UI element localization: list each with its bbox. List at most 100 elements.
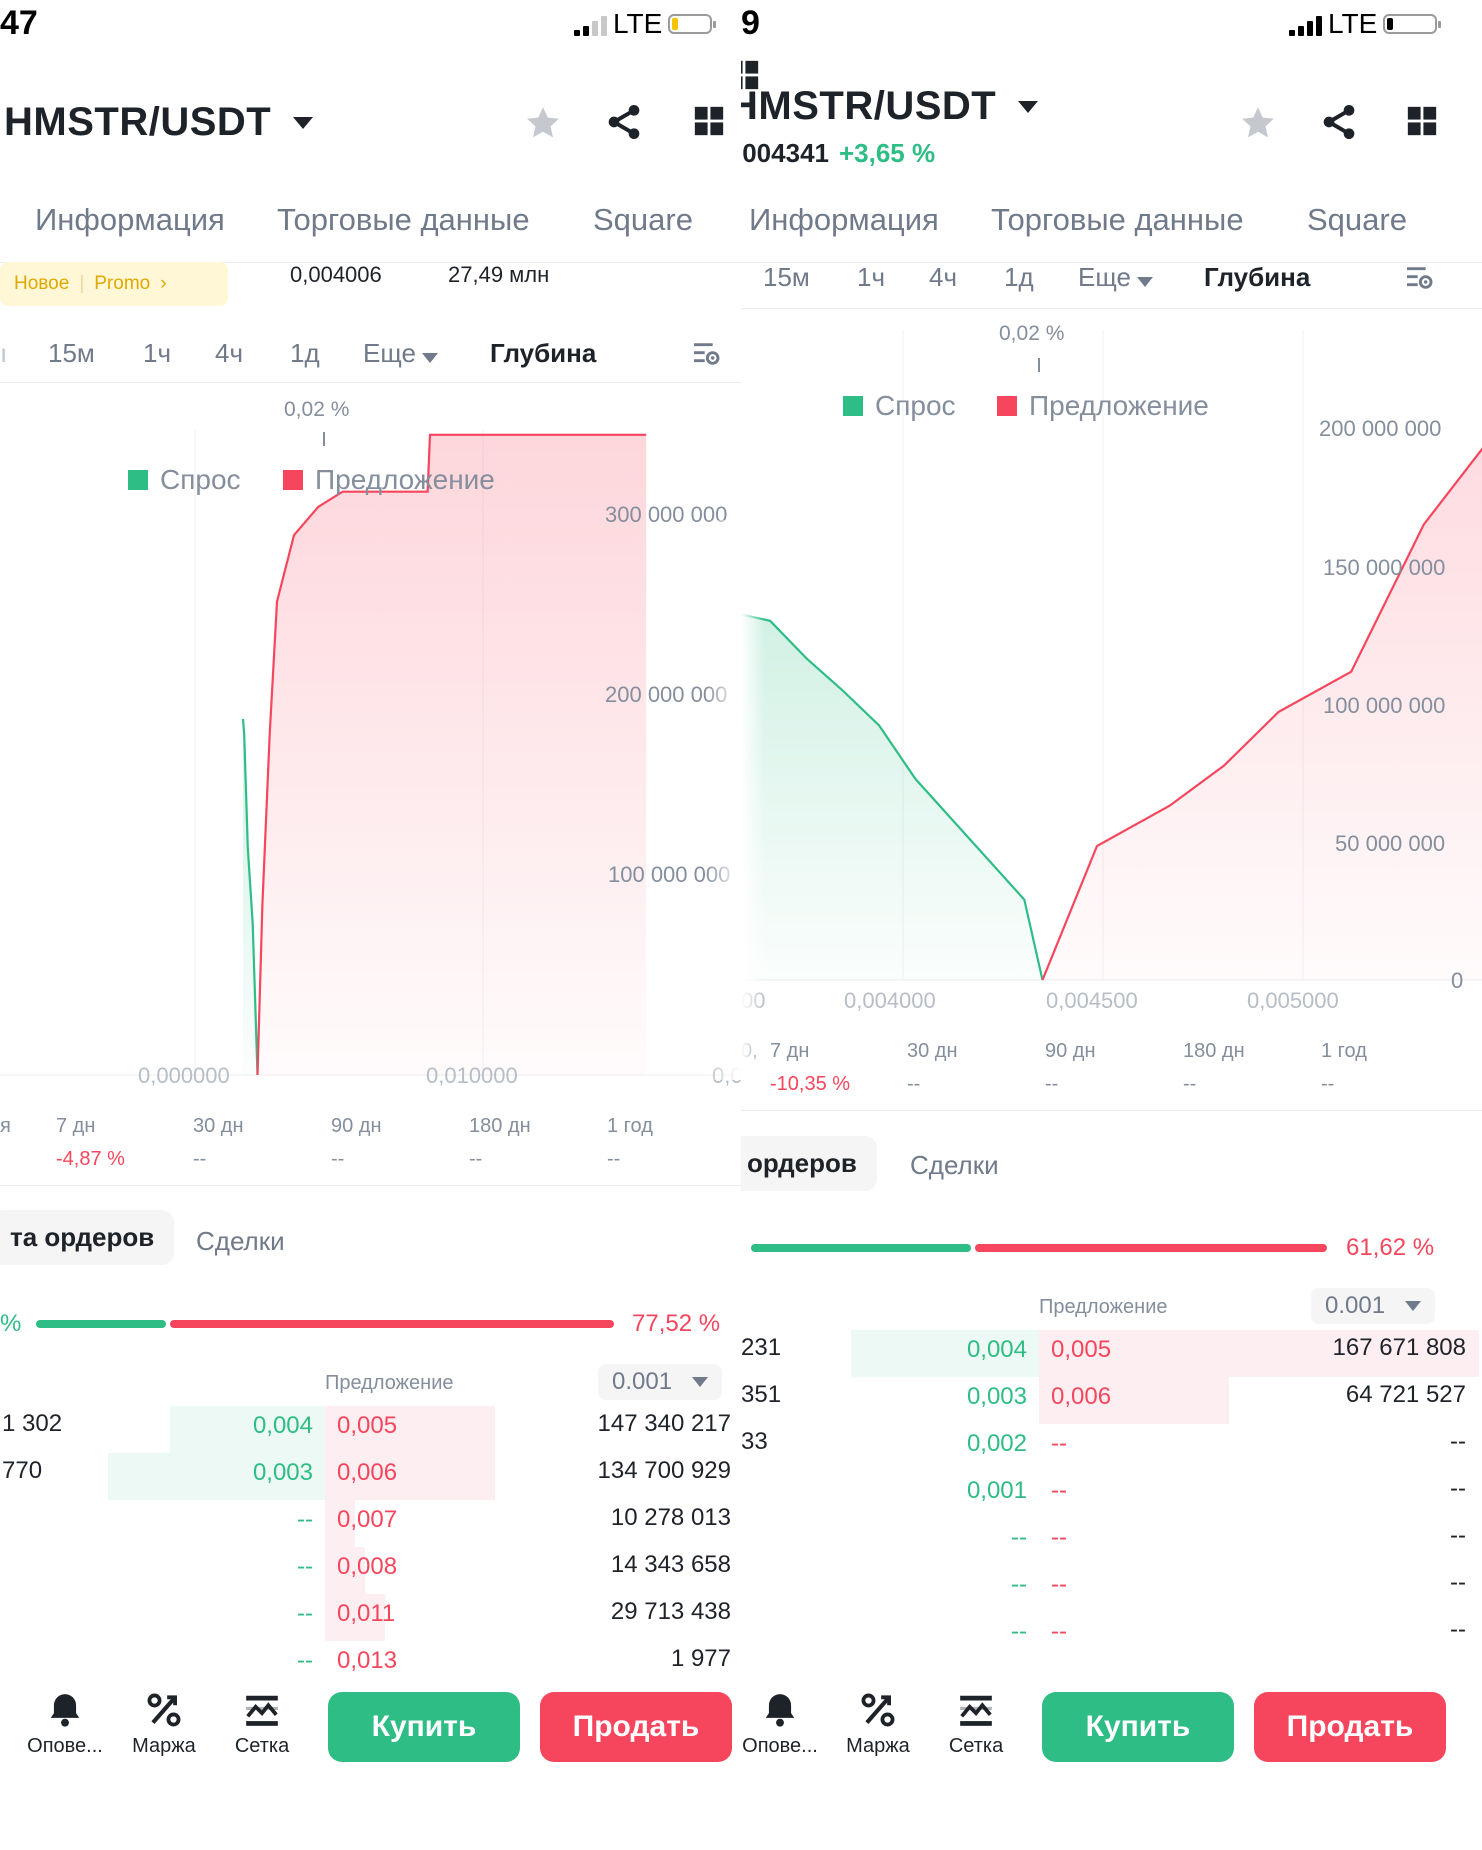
bid-ratio-bar xyxy=(36,1320,166,1328)
tab-info[interactable]: Информация xyxy=(749,202,939,237)
sell-button[interactable]: Продать xyxy=(1254,1692,1446,1762)
pair-selector[interactable]: HMSTR/USDT xyxy=(741,84,1039,129)
perf-label: 30 дн xyxy=(907,1040,958,1062)
orderbook-row[interactable]: -- -- -- xyxy=(741,1612,1482,1659)
buy-button[interactable]: Купить xyxy=(328,1692,520,1762)
ask-price: -- xyxy=(1051,1477,1067,1504)
bid-depth-bar xyxy=(851,1330,1039,1377)
legend-demand: Спрос xyxy=(843,390,956,422)
star-icon[interactable] xyxy=(524,104,562,147)
perf-label: 180 дн xyxy=(469,1115,531,1137)
promo-label: Promo xyxy=(94,273,151,294)
orderbook-row[interactable]: -- 0,013 1 977 xyxy=(0,1641,741,1688)
tab-square[interactable]: Square xyxy=(593,202,693,237)
bid-price: -- xyxy=(297,1647,313,1674)
nav-label: Опове... xyxy=(742,1735,818,1757)
x-tick-label: 0,004500 xyxy=(1046,988,1138,1013)
nav-grid[interactable]: Сетка xyxy=(212,1690,312,1758)
perf-value: -- xyxy=(1321,1073,1335,1095)
ask-price: 0,008 xyxy=(337,1553,398,1580)
bid-price: -- xyxy=(297,1506,313,1533)
tab-trades[interactable]: Сделки xyxy=(196,1226,285,1256)
last-price: ,004341 +3,65 % xyxy=(741,138,935,169)
nav-margin[interactable]: Маржа xyxy=(828,1690,928,1758)
nav-grid[interactable]: Сетка xyxy=(926,1690,1026,1758)
grid-menu-icon[interactable] xyxy=(692,104,726,143)
precision-value: 0.001 xyxy=(1325,1292,1386,1319)
tf-15m[interactable]: 15м xyxy=(763,262,810,292)
status-indicators: LTE xyxy=(1289,8,1442,40)
status-time: 9 xyxy=(741,4,760,42)
seam-fade xyxy=(705,520,765,1080)
bid-ratio-percent: % xyxy=(0,1310,22,1337)
tf-more[interactable]: Еще xyxy=(363,338,438,369)
tab-square[interactable]: Square xyxy=(1307,202,1407,237)
demand-area xyxy=(741,614,1043,980)
ask-price: 0,007 xyxy=(337,1506,398,1533)
ask-quantity: 29 713 438 xyxy=(610,1598,731,1625)
bid-depth-bar xyxy=(108,1453,325,1500)
demand-line xyxy=(741,613,1044,981)
network-label: LTE xyxy=(1328,8,1378,39)
ask-depth-bar xyxy=(1039,1377,1229,1424)
nav-margin[interactable]: Маржа xyxy=(114,1690,214,1758)
precision-value: 0.001 xyxy=(612,1368,673,1395)
nav-alerts[interactable]: Опове... xyxy=(0,1690,130,1758)
tab-info[interactable]: Информация xyxy=(35,202,225,237)
ask-price: 0,011 xyxy=(337,1600,396,1627)
orderbook-row[interactable]: -- 0,008 14 343 658 xyxy=(0,1547,741,1594)
ask-header: Предложение xyxy=(1039,1296,1168,1318)
tab-trading-data[interactable]: Торговые данные xyxy=(991,202,1244,237)
precision-select[interactable]: 0.001 xyxy=(1311,1288,1436,1324)
share-icon[interactable] xyxy=(604,102,644,147)
tab-orderbook[interactable]: та ордеров xyxy=(0,1210,175,1265)
orderbook-row[interactable]: 0,001 -- -- xyxy=(741,1471,1482,1518)
ask-quantity: -- xyxy=(1450,1428,1466,1455)
tf-1h[interactable]: 1ч xyxy=(143,338,172,368)
nav-alerts[interactable]: Опове... xyxy=(741,1690,845,1758)
perf-label: 90 дн xyxy=(331,1115,382,1137)
orderbook-row[interactable]: -- 0,011 29 713 438 xyxy=(0,1594,741,1641)
orderbook-row[interactable]: 770 0,003 0,006 134 700 929 xyxy=(0,1453,741,1500)
tf-4h[interactable]: 4ч xyxy=(929,262,958,292)
promo-banner[interactable]: Новое | Promo › xyxy=(0,262,228,306)
tf-15m[interactable]: 15м xyxy=(48,338,95,368)
tf-1d[interactable]: 1д xyxy=(1004,262,1034,292)
tf-depth[interactable]: Глубина xyxy=(1204,262,1311,292)
tf-4h[interactable]: 4ч xyxy=(215,338,244,368)
legend-demand-swatch xyxy=(843,396,863,416)
orderbook-row[interactable]: -- -- -- xyxy=(741,1518,1482,1565)
orderbook-row[interactable]: -- 0,007 10 278 013 xyxy=(0,1500,741,1547)
share-icon[interactable] xyxy=(1319,102,1359,147)
tab-orderbook[interactable]: ордеров xyxy=(741,1136,877,1191)
star-icon[interactable] xyxy=(1239,104,1277,147)
orderbook-row[interactable]: 351 0,003 0,006 64 721 527 xyxy=(741,1377,1482,1424)
precision-select[interactable]: 0.001 xyxy=(598,1364,723,1400)
bell-icon xyxy=(765,1694,795,1727)
tf-depth[interactable]: Глубина xyxy=(490,338,597,368)
tf-more[interactable]: Еще xyxy=(1078,262,1153,293)
perf-label: 1 год xyxy=(607,1115,653,1137)
ask-depth-bar xyxy=(1039,1330,1479,1377)
y-tick-label: 50 000 000 xyxy=(1335,831,1446,856)
grid-bot-icon xyxy=(960,1695,992,1726)
grid-menu-icon[interactable] xyxy=(1405,104,1439,143)
sell-button[interactable]: Продать xyxy=(540,1692,732,1762)
stat-price: 0,004006 xyxy=(290,262,382,287)
status-indicators: LTE xyxy=(574,8,717,40)
tab-trades[interactable]: Сделки xyxy=(910,1150,999,1180)
pair-selector[interactable]: HMSTR/USDT xyxy=(4,100,314,145)
tab-trading-data[interactable]: Торговые данные xyxy=(277,202,530,237)
buy-button[interactable]: Купить xyxy=(1042,1692,1234,1762)
tf-1d[interactable]: 1д xyxy=(290,338,320,368)
orderbook-row[interactable]: 1 302 0,004 0,005 147 340 217 xyxy=(0,1406,741,1453)
tf-clipped: ı xyxy=(0,338,8,368)
orderbook-row[interactable]: 33 0,002 -- -- xyxy=(741,1424,1482,1471)
chart-settings-icon[interactable] xyxy=(690,338,722,375)
orderbook-row[interactable]: -- -- -- xyxy=(741,1565,1482,1612)
orderbook-row[interactable]: 231 0,004 0,005 167 671 808 xyxy=(741,1330,1482,1377)
legend-supply: Предложение xyxy=(997,390,1209,422)
chart-settings-icon[interactable] xyxy=(1403,262,1435,299)
ask-quantity: -- xyxy=(1450,1616,1466,1643)
tf-1h[interactable]: 1ч xyxy=(857,262,886,292)
